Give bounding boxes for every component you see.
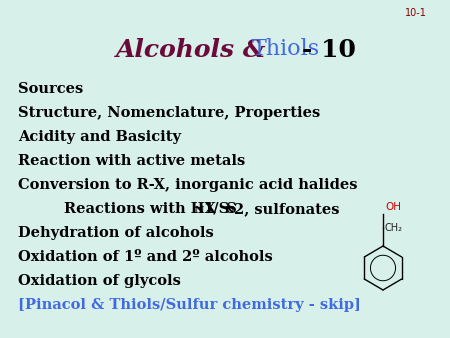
Text: Structure, Nomenclature, Properties: Structure, Nomenclature, Properties: [18, 106, 320, 120]
Text: Oxidation of 1º and 2º alcohols: Oxidation of 1º and 2º alcohols: [18, 250, 272, 264]
Text: Reaction with active metals: Reaction with active metals: [18, 154, 245, 168]
Text: Alcohols &: Alcohols &: [116, 38, 266, 62]
Text: 10-1: 10-1: [405, 8, 427, 18]
Text: [Pinacol & Thiols/Sulfur chemistry - skip]: [Pinacol & Thiols/Sulfur chemistry - ski…: [18, 298, 360, 312]
Text: - 10: - 10: [302, 38, 356, 62]
Text: N: N: [225, 206, 234, 215]
Text: 2, sulfonates: 2, sulfonates: [234, 202, 339, 216]
Text: Sources: Sources: [18, 82, 83, 96]
Text: Reactions with HX  S: Reactions with HX S: [64, 202, 237, 216]
Text: N: N: [194, 206, 204, 215]
Text: OH: OH: [385, 202, 401, 212]
Text: CH₂: CH₂: [385, 223, 403, 233]
Text: Thiols: Thiols: [252, 38, 320, 60]
Text: Conversion to R-X, inorganic acid halides: Conversion to R-X, inorganic acid halide…: [18, 178, 357, 192]
Text: Dehydration of alcohols: Dehydration of alcohols: [18, 226, 213, 240]
Text: 1/S: 1/S: [203, 202, 230, 216]
Text: Oxidation of glycols: Oxidation of glycols: [18, 274, 180, 288]
Text: Acidity and Basicity: Acidity and Basicity: [18, 130, 181, 144]
